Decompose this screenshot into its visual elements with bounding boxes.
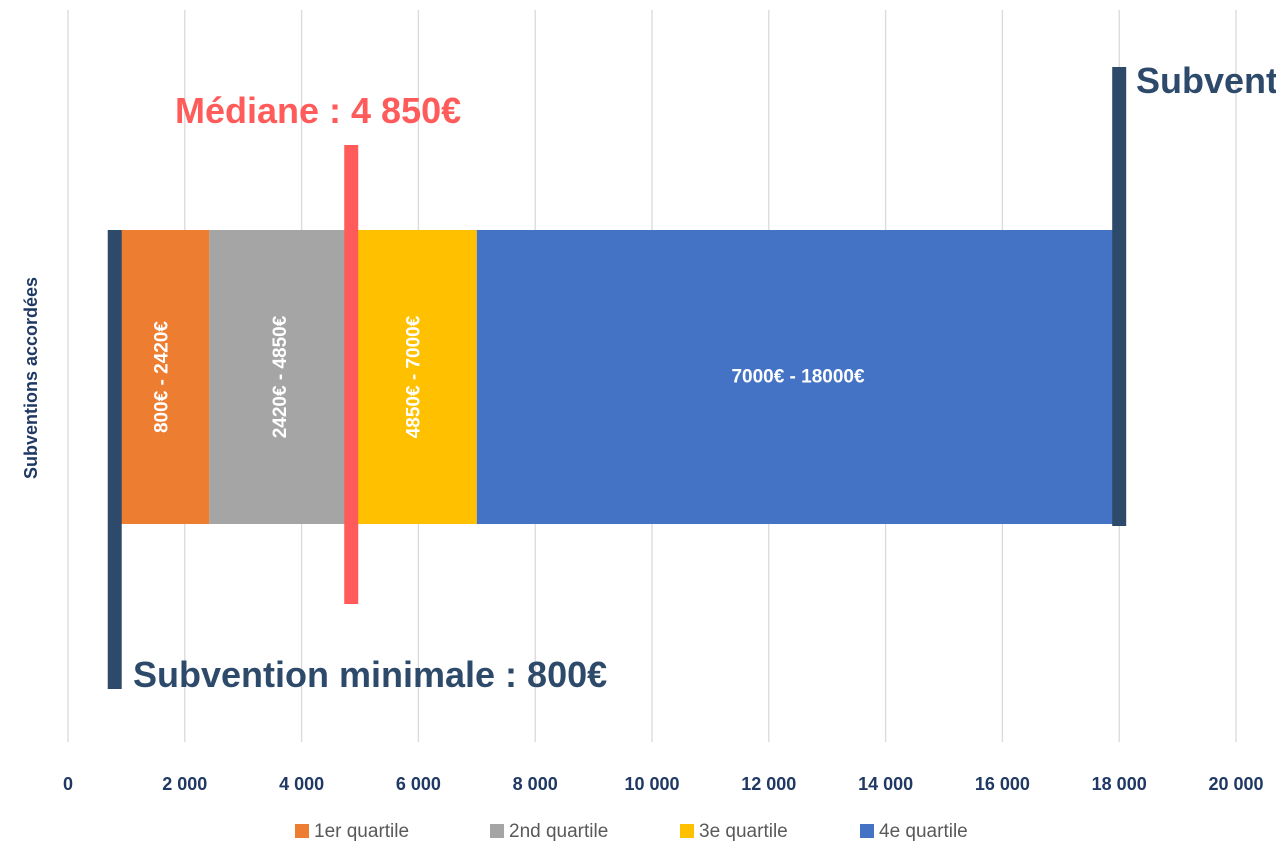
x-tick-label: 16 000 xyxy=(975,774,1030,794)
x-tick-label: 2 000 xyxy=(162,774,207,794)
quartile-bar xyxy=(209,230,352,524)
legend-label: 1er quartile xyxy=(314,821,409,842)
x-tick-label: 6 000 xyxy=(396,774,441,794)
legend-label: 4e quartile xyxy=(879,821,968,842)
median-marker xyxy=(344,145,359,604)
legend-swatch xyxy=(860,824,874,838)
x-tick-label: 0 xyxy=(63,774,73,794)
legend-label: 3e quartile xyxy=(699,821,788,842)
x-tick-label: 18 000 xyxy=(1092,774,1147,794)
bar-data-label: 800€ - 2420€ xyxy=(152,321,173,433)
x-tick-label: 12 000 xyxy=(741,774,796,794)
bar-data-label: 7000€ - 18000€ xyxy=(731,367,865,388)
legend-swatch xyxy=(490,824,504,838)
x-tick-label: 4 000 xyxy=(279,774,324,794)
x-tick-label: 20 000 xyxy=(1208,774,1263,794)
legend-swatch xyxy=(295,824,309,838)
legend: 1er quartile 2nd quartile 3e quartile 4e qu… xyxy=(295,821,968,842)
x-tick-label: 14 000 xyxy=(858,774,913,794)
quartile-bars: 800€ - 2420€ 2420€ - 4850€ 4850€ - 7000€ 70… xyxy=(114,230,1120,524)
bar-data-label: 4850€ - 7000€ xyxy=(404,315,425,438)
min-annotation: Subvention minimale : 800€ xyxy=(133,654,607,695)
median-annotation: Médiane : 4 850€ xyxy=(175,90,461,131)
quartile-bar xyxy=(351,230,477,524)
markers: Subvention minimale : 800€ Médiane : 4 85… xyxy=(107,60,1276,695)
min-marker xyxy=(107,230,122,689)
bar-data-label: 2420€ - 4850€ xyxy=(270,315,291,438)
quartile-bar xyxy=(114,230,210,524)
max-annotation: Subvent xyxy=(1136,60,1276,101)
max-marker xyxy=(1112,67,1127,526)
x-axis-ticks: 0 2 000 4 000 6 000 8 000 10 000 12 000 14 000 1… xyxy=(63,774,1264,794)
x-tick-label: 10 000 xyxy=(624,774,679,794)
legend-label: 2nd quartile xyxy=(509,821,608,842)
x-tick-label: 8 000 xyxy=(513,774,558,794)
legend-swatch xyxy=(680,824,694,838)
y-axis-label: Subventions accordées xyxy=(21,277,41,479)
quartile-bar xyxy=(476,230,1120,524)
